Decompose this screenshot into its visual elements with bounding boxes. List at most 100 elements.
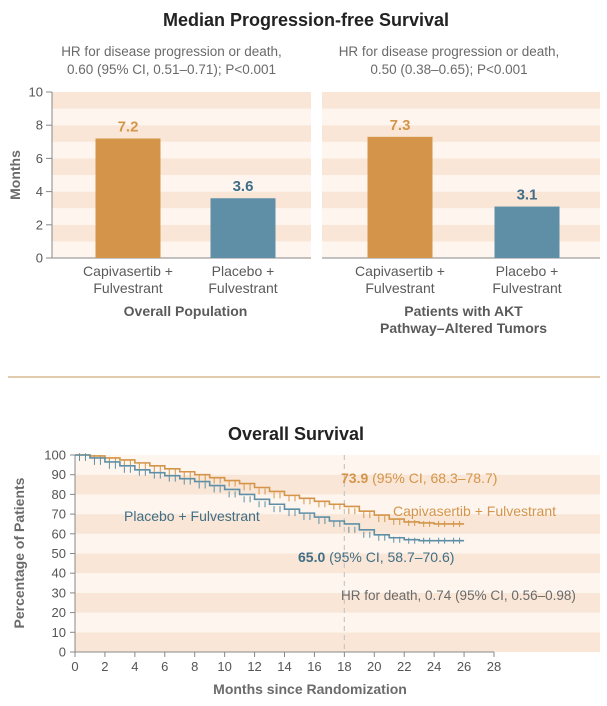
os-y-tick-label: 70 — [52, 507, 66, 522]
os-band — [75, 514, 600, 534]
os-x-tick-label: 20 — [367, 659, 381, 674]
os-chart: Overall Survival 0 10 20 30 40 50 60 70 80 90 100 0… — [11, 424, 600, 697]
pfs-bar-value-label: 3.6 — [233, 178, 254, 195]
pfs-hr-line1: HR for disease progression or death, — [61, 44, 282, 59]
pfs-y-tick-label: 4 — [36, 184, 43, 199]
os-band — [75, 592, 600, 613]
os-curve — [75, 454, 465, 542]
os-y-tick-label: 20 — [52, 605, 66, 620]
os-x-tick-label: 22 — [397, 659, 411, 674]
os-x-tick-label: 16 — [307, 659, 321, 674]
pfs-bar — [367, 136, 433, 258]
pfs-group-label-line1: Overall Population — [124, 303, 248, 319]
os-title: Overall Survival — [228, 424, 364, 444]
pfs-title: Median Progression-free Survival — [163, 10, 449, 30]
pfs-bar-category-line2: Fulvestrant — [93, 280, 162, 296]
pfs-band — [322, 92, 600, 109]
os-band — [75, 533, 600, 554]
os-y-tick-label: 30 — [52, 585, 66, 600]
pfs-band — [322, 108, 600, 126]
os-band — [75, 553, 600, 574]
os-y-tick-label: 50 — [52, 546, 66, 561]
pfs-band — [52, 141, 311, 159]
os-x-tick-label: 18 — [337, 659, 351, 674]
os-x-tick-label: 6 — [161, 659, 168, 674]
pfs-band — [322, 158, 600, 175]
pfs-hr-line2: 0.50 (0.38–0.65); P<0.001 — [370, 62, 527, 77]
pfs-bar-category-line2: Fulvestrant — [208, 280, 277, 296]
pfs-bar-value-label: 7.3 — [390, 117, 411, 134]
pfs-band — [322, 175, 600, 192]
pfs-y-tick-label: 2 — [36, 217, 43, 232]
pfs-y-tick-label: 8 — [36, 118, 43, 133]
pfs-hr-line2: 0.60 (95% CI, 0.51–0.71); P<0.001 — [67, 62, 276, 77]
os-y-tick-label: 40 — [52, 566, 66, 581]
os-band — [75, 632, 600, 652]
os-placebo-annotation: 65.0 (95% CI, 58.7–70.6) — [298, 549, 454, 565]
os-placebo-annotation-value: 65.0 — [298, 549, 325, 565]
os-band — [75, 612, 600, 633]
pfs-group-label-line2: Pathway–Altered Tumors — [380, 320, 547, 336]
os-y-tick-label: 90 — [52, 467, 66, 482]
pfs-hr-line1: HR for disease progression or death, — [339, 44, 560, 59]
pfs-band — [322, 125, 600, 142]
os-x-tick-label: 8 — [191, 659, 198, 674]
pfs-band — [322, 191, 600, 209]
os-y-tick-label: 0 — [59, 645, 66, 660]
pfs-band — [52, 108, 311, 126]
pfs-band — [52, 125, 311, 142]
pfs-y-axis-label: Months — [7, 150, 23, 200]
pfs-group-label-line1: Patients with AKT — [404, 303, 523, 319]
pfs-band — [322, 141, 600, 159]
os-capivasertib-annotation: 73.9 (95% CI, 68.3–78.7) — [341, 470, 497, 486]
os-x-tick-label: 4 — [131, 659, 138, 674]
pfs-chart: Median Progression-free Survival 0 2 4 6 8 10… — [7, 10, 600, 336]
pfs-band — [52, 158, 311, 175]
os-x-tick-label: 12 — [247, 659, 261, 674]
os-x-tick-label: 24 — [427, 659, 441, 674]
os-y-tick-label: 10 — [52, 625, 66, 640]
pfs-y-tick-label: 6 — [36, 151, 43, 166]
pfs-panels: HR for disease progression or death, 0.60… — [61, 44, 562, 336]
pfs-band — [52, 92, 311, 109]
os-capivasertib-series-label: Capivasertib + Fulvestrant — [393, 503, 556, 519]
os-x-tick-label: 28 — [487, 659, 501, 674]
os-hr-text: HR for death, 0.74 (95% CI, 0.56–0.98) — [341, 588, 576, 603]
os-annotations: 73.9 (95% CI, 68.3–78.7) Capivasertib + F… — [124, 470, 576, 603]
os-x-tick-label: 10 — [217, 659, 231, 674]
pfs-bar-category-line1: Placebo + — [212, 263, 275, 279]
os-band — [75, 455, 600, 475]
pfs-bar-category-line1: Placebo + — [496, 263, 559, 279]
os-x-tick-label: 26 — [457, 659, 471, 674]
os-band — [75, 474, 600, 495]
os-band — [75, 573, 600, 593]
os-x-axis-label: Months since Randomization — [213, 681, 407, 697]
pfs-band — [52, 175, 311, 192]
os-placebo-series-label: Placebo + Fulvestrant — [124, 508, 260, 524]
pfs-y-tick-label: 0 — [36, 251, 43, 266]
os-x-tick-label: 14 — [277, 659, 291, 674]
os-y-tick-label: 60 — [52, 526, 66, 541]
pfs-panel: HR for disease progression or death, 0.50… — [339, 44, 562, 336]
os-x-tick-label: 2 — [101, 659, 108, 674]
pfs-bar-category-line2: Fulvestrant — [492, 280, 561, 296]
pfs-bar — [95, 138, 161, 258]
pfs-bar-value-label: 7.2 — [118, 118, 139, 135]
os-capivasertib-annotation-ci: (95% CI, 68.3–78.7) — [368, 470, 497, 486]
pfs-y-axis: 0 2 4 6 8 10 — [29, 85, 600, 266]
pfs-bar-category-line2: Fulvestrant — [365, 280, 434, 296]
pfs-y-tick-label: 10 — [29, 85, 43, 100]
pfs-panel: HR for disease progression or death, 0.60… — [61, 44, 282, 319]
os-y-axis-label: Percentage of Patients — [11, 477, 27, 628]
os-x-tick-label: 0 — [71, 659, 78, 674]
os-capivasertib-annotation-value: 73.9 — [341, 470, 368, 486]
os-background-bands — [75, 455, 600, 652]
os-curves — [75, 452, 465, 544]
os-placebo-annotation-ci: (95% CI, 58.7–70.6) — [325, 549, 454, 565]
pfs-bar-category-line1: Capivasertib + — [83, 263, 173, 279]
pfs-bar — [210, 198, 276, 258]
os-y-tick-label: 80 — [52, 487, 66, 502]
pfs-bar — [494, 206, 560, 258]
